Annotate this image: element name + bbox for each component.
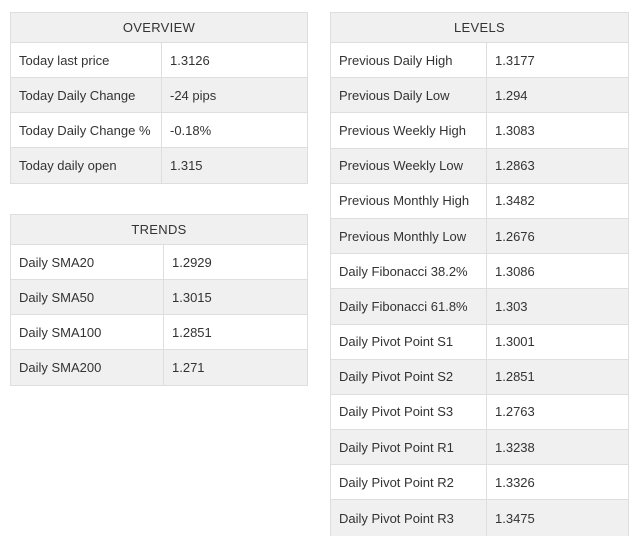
row-label: Daily Pivot Point R2 [331, 465, 487, 500]
row-value: 1.3083 [495, 122, 535, 138]
table-row: Previous Daily High 1.3177 [331, 43, 628, 79]
table-row: Daily SMA50 1.3015 [11, 280, 307, 315]
row-label: Previous Daily High [331, 43, 487, 78]
trends-title: TRENDS [11, 215, 307, 245]
row-value: 1.3126 [170, 52, 210, 68]
row-value: -0.18% [170, 122, 212, 138]
table-row: Previous Weekly Low 1.2863 [331, 148, 628, 184]
row-label: Today last price [11, 43, 162, 77]
table-row: Daily Pivot Point R2 1.3326 [331, 465, 628, 501]
row-value: 1.2676 [495, 228, 535, 244]
row-value: -24 pips [170, 87, 217, 103]
table-row: Previous Weekly High 1.3083 [331, 113, 628, 149]
row-label: Previous Monthly Low [331, 218, 487, 254]
row-label: Daily Fibonacci 38.2% [331, 254, 487, 289]
row-value: 1.303 [495, 298, 528, 314]
row-value: 1.3482 [495, 193, 535, 209]
overview-title: OVERVIEW [11, 13, 307, 43]
table-row: Today Daily Change % -0.18% [11, 113, 307, 148]
table-row: Daily Pivot Point R1 1.3238 [331, 430, 628, 466]
row-value: 1.3015 [172, 289, 212, 305]
row-label: Daily SMA200 [11, 350, 164, 385]
table-row: Daily Pivot Point S3 1.2763 [331, 394, 628, 431]
row-value: 1.3475 [495, 510, 535, 526]
row-label: Previous Monthly High [331, 183, 487, 218]
table-row: Daily SMA200 1.271 [11, 350, 307, 385]
row-value: 1.2851 [172, 324, 212, 340]
row-label: Previous Weekly High [331, 113, 487, 148]
row-label: Daily Fibonacci 61.8% [331, 289, 487, 324]
row-label: Today daily open [11, 148, 162, 183]
row-value: 1.2851 [495, 369, 535, 385]
row-label: Daily SMA20 [11, 245, 164, 279]
row-value: 1.3326 [495, 474, 535, 490]
levels-title: LEVELS [331, 13, 628, 43]
row-value: 1.271 [172, 360, 205, 375]
table-row: Daily Fibonacci 61.8% 1.303 [331, 289, 628, 325]
table-row: Previous Monthly High 1.3482 [331, 183, 628, 219]
trends-table: TRENDS Daily SMA20 1.2929 Daily SMA50 1.… [10, 214, 308, 386]
table-row: Previous Daily Low 1.294 [331, 78, 628, 114]
row-label: Today Daily Change % [11, 113, 162, 147]
table-row: Daily SMA100 1.2851 [11, 315, 307, 350]
table-row: Daily Fibonacci 38.2% 1.3086 [331, 254, 628, 290]
row-value: 1.2929 [172, 254, 212, 270]
row-label: Daily Pivot Point S1 [331, 324, 487, 359]
row-value: 1.3238 [495, 439, 535, 455]
table-row: Previous Monthly Low 1.2676 [331, 218, 628, 255]
table-row: Daily Pivot Point S2 1.2851 [331, 359, 628, 395]
table-row: Today Daily Change -24 pips [11, 78, 307, 113]
table-row: Daily Pivot Point S1 1.3001 [331, 324, 628, 360]
row-label: Daily Pivot Point S3 [331, 394, 487, 430]
row-label: Today Daily Change [11, 78, 162, 112]
row-label: Daily SMA100 [11, 315, 164, 349]
row-label: Daily Pivot Point R1 [331, 430, 487, 465]
table-row: Today last price 1.3126 [11, 43, 307, 78]
row-label: Daily Pivot Point S2 [331, 359, 487, 394]
row-value: 1.315 [170, 158, 203, 173]
row-value: 1.2763 [495, 404, 535, 420]
row-value: 1.3001 [495, 334, 535, 350]
row-value: 1.2863 [495, 158, 535, 174]
row-value: 1.3086 [495, 263, 535, 279]
table-row: Daily SMA20 1.2929 [11, 245, 307, 280]
row-value: 1.3177 [495, 52, 535, 68]
row-value: 1.294 [495, 87, 528, 103]
row-label: Daily SMA50 [11, 280, 164, 314]
row-label: Previous Weekly Low [331, 148, 487, 183]
row-label: Daily Pivot Point R3 [331, 500, 487, 536]
table-row: Daily Pivot Point R3 1.3475 [331, 500, 628, 536]
row-label: Previous Daily Low [331, 78, 487, 113]
levels-table: LEVELS Previous Daily High 1.3177 Previous… [330, 12, 629, 536]
overview-table: OVERVIEW Today last price 1.3126 Today D… [10, 12, 308, 184]
table-row: Today daily open 1.315 [11, 148, 307, 183]
